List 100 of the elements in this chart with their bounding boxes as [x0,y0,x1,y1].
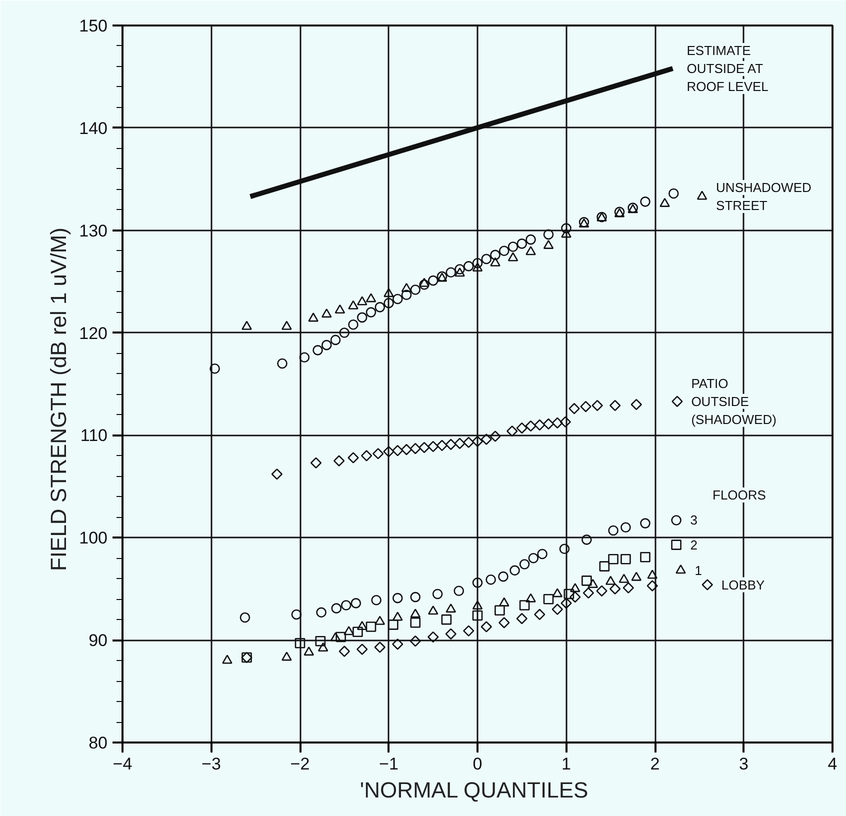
point [454,268,465,277]
point [582,534,592,545]
point [463,625,474,636]
point [516,238,528,249]
point [418,442,430,454]
point [299,352,310,363]
point [582,587,594,599]
point [331,603,342,614]
y-tick-label: 130 [79,221,108,240]
point [350,598,362,608]
point [516,422,528,434]
series-label: 3 [690,512,698,528]
point [352,626,363,638]
point [348,300,358,310]
point [392,592,403,604]
series-label: LOBBY [721,577,766,592]
point [702,579,713,590]
point [506,426,518,437]
point [341,600,352,610]
point [392,294,403,304]
x-tick-label: −1 [379,754,398,774]
point [374,616,386,625]
point [446,267,456,278]
point [318,642,328,652]
point [640,518,650,528]
point [561,223,572,234]
point [560,416,571,428]
point [410,592,421,602]
y-tick-label: 80 [88,734,108,752]
point [436,440,448,452]
point [401,290,412,300]
point [410,608,421,618]
point [454,264,465,274]
x-tick-label: 4 [828,754,838,774]
point [441,614,452,625]
series-label: UNSHADOWED STREET [716,180,812,214]
point [334,304,346,314]
x-axis-title: 'NORMAL QUANTILES [360,778,588,802]
y-axis-title: FIELD STRENGTH (dB rel 1 uV/M) [46,228,72,572]
point [564,588,574,600]
point [410,442,421,454]
y-tick-label: 140 [79,118,108,138]
y-tick-label: 90 [88,631,108,650]
point [498,246,510,256]
point [543,240,554,249]
point [490,250,500,260]
point [282,320,292,330]
point [552,588,563,598]
point [676,564,686,574]
point [277,358,288,369]
point [454,586,464,596]
point [534,608,546,620]
point [640,196,650,207]
point [672,396,683,408]
point [671,515,682,526]
point [371,594,382,606]
point [472,262,483,272]
point [419,280,430,290]
point [543,229,554,240]
point [592,400,603,412]
series-label: PATIO OUTSIDE (SHADOWED) [691,376,776,427]
point [498,597,510,606]
point [271,468,283,480]
point [312,345,323,356]
series-label: 2 [690,537,698,552]
point [622,582,634,594]
point [618,574,630,583]
point [510,565,520,576]
point [291,609,302,620]
x-tick-label: −4 [112,754,132,774]
point [463,436,474,448]
point [668,188,679,199]
point [240,612,250,623]
point [519,559,530,570]
point [660,198,670,207]
point [210,363,220,374]
point [463,261,474,272]
point [336,632,346,642]
point [560,598,572,609]
point [646,580,658,592]
point [472,578,483,588]
point [410,635,421,647]
point [472,258,483,268]
point [472,610,483,621]
point [608,554,618,564]
point [400,444,412,456]
x-tick-label: 1 [562,754,571,774]
point [366,307,376,318]
point [472,436,484,447]
point [348,319,358,330]
point [348,452,359,464]
point [588,578,598,588]
point [384,288,394,298]
x-tick-label: −2 [290,754,310,774]
point [570,591,581,603]
point [330,632,341,642]
point [356,644,368,655]
point [344,626,354,636]
point [315,636,326,646]
point [304,646,314,656]
